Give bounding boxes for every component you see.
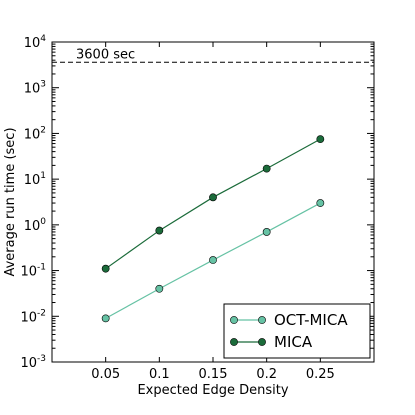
y-tick-label: 104 bbox=[24, 34, 47, 51]
x-tick-label: 0.2 bbox=[256, 367, 277, 382]
legend-label: MICA bbox=[274, 333, 313, 351]
y-tick-label: 102 bbox=[24, 125, 46, 142]
legend-entry: MICA bbox=[230, 333, 313, 351]
y-tick-label: 10-2 bbox=[20, 308, 46, 325]
data-point bbox=[155, 226, 164, 235]
data-point bbox=[262, 228, 271, 236]
data-point bbox=[101, 314, 110, 323]
y-tick-label: 103 bbox=[24, 80, 46, 97]
legend-box bbox=[223, 303, 371, 359]
y-axis-label: Average run time (sec) bbox=[3, 127, 18, 276]
reference-line-group: 3600 sec bbox=[52, 47, 374, 63]
legend-marker bbox=[230, 338, 238, 346]
legend: OCT-MICA MICA bbox=[223, 303, 371, 359]
series-group bbox=[101, 135, 325, 323]
legend-entry: OCT-MICA bbox=[230, 311, 348, 329]
reference-line-label: 3600 sec bbox=[76, 47, 135, 62]
data-point bbox=[316, 199, 325, 207]
y-tick-label: 10-1 bbox=[20, 263, 46, 280]
data-point bbox=[209, 193, 217, 202]
legend-marker bbox=[230, 316, 238, 324]
data-point bbox=[209, 256, 217, 264]
x-tick-label: 0.25 bbox=[306, 367, 335, 382]
y-tick-label: 101 bbox=[24, 171, 46, 188]
legend-label: OCT-MICA bbox=[274, 311, 348, 329]
x-tick-label: 0.05 bbox=[91, 367, 120, 382]
legend-marker bbox=[258, 338, 266, 346]
x-tick-label: 0.15 bbox=[199, 367, 228, 382]
y-tick-label: 10-3 bbox=[20, 354, 46, 371]
x-tick-label: 0.1 bbox=[149, 367, 170, 382]
y-tick-label: 100 bbox=[24, 217, 47, 234]
series-line-mica bbox=[105, 138, 321, 270]
data-point bbox=[101, 264, 110, 273]
x-axis-label: Expected Edge Density bbox=[137, 383, 288, 398]
series-mica bbox=[101, 135, 325, 273]
axis-ticks: 0.05 0.1 0.15 0.2 0.25 10-3 10-2 10-1 100 101 102 1… bbox=[20, 34, 374, 382]
data-point bbox=[262, 164, 271, 173]
series-oct-mica bbox=[101, 199, 325, 323]
data-point bbox=[155, 284, 164, 293]
data-point bbox=[316, 135, 325, 144]
legend-marker bbox=[258, 316, 266, 324]
